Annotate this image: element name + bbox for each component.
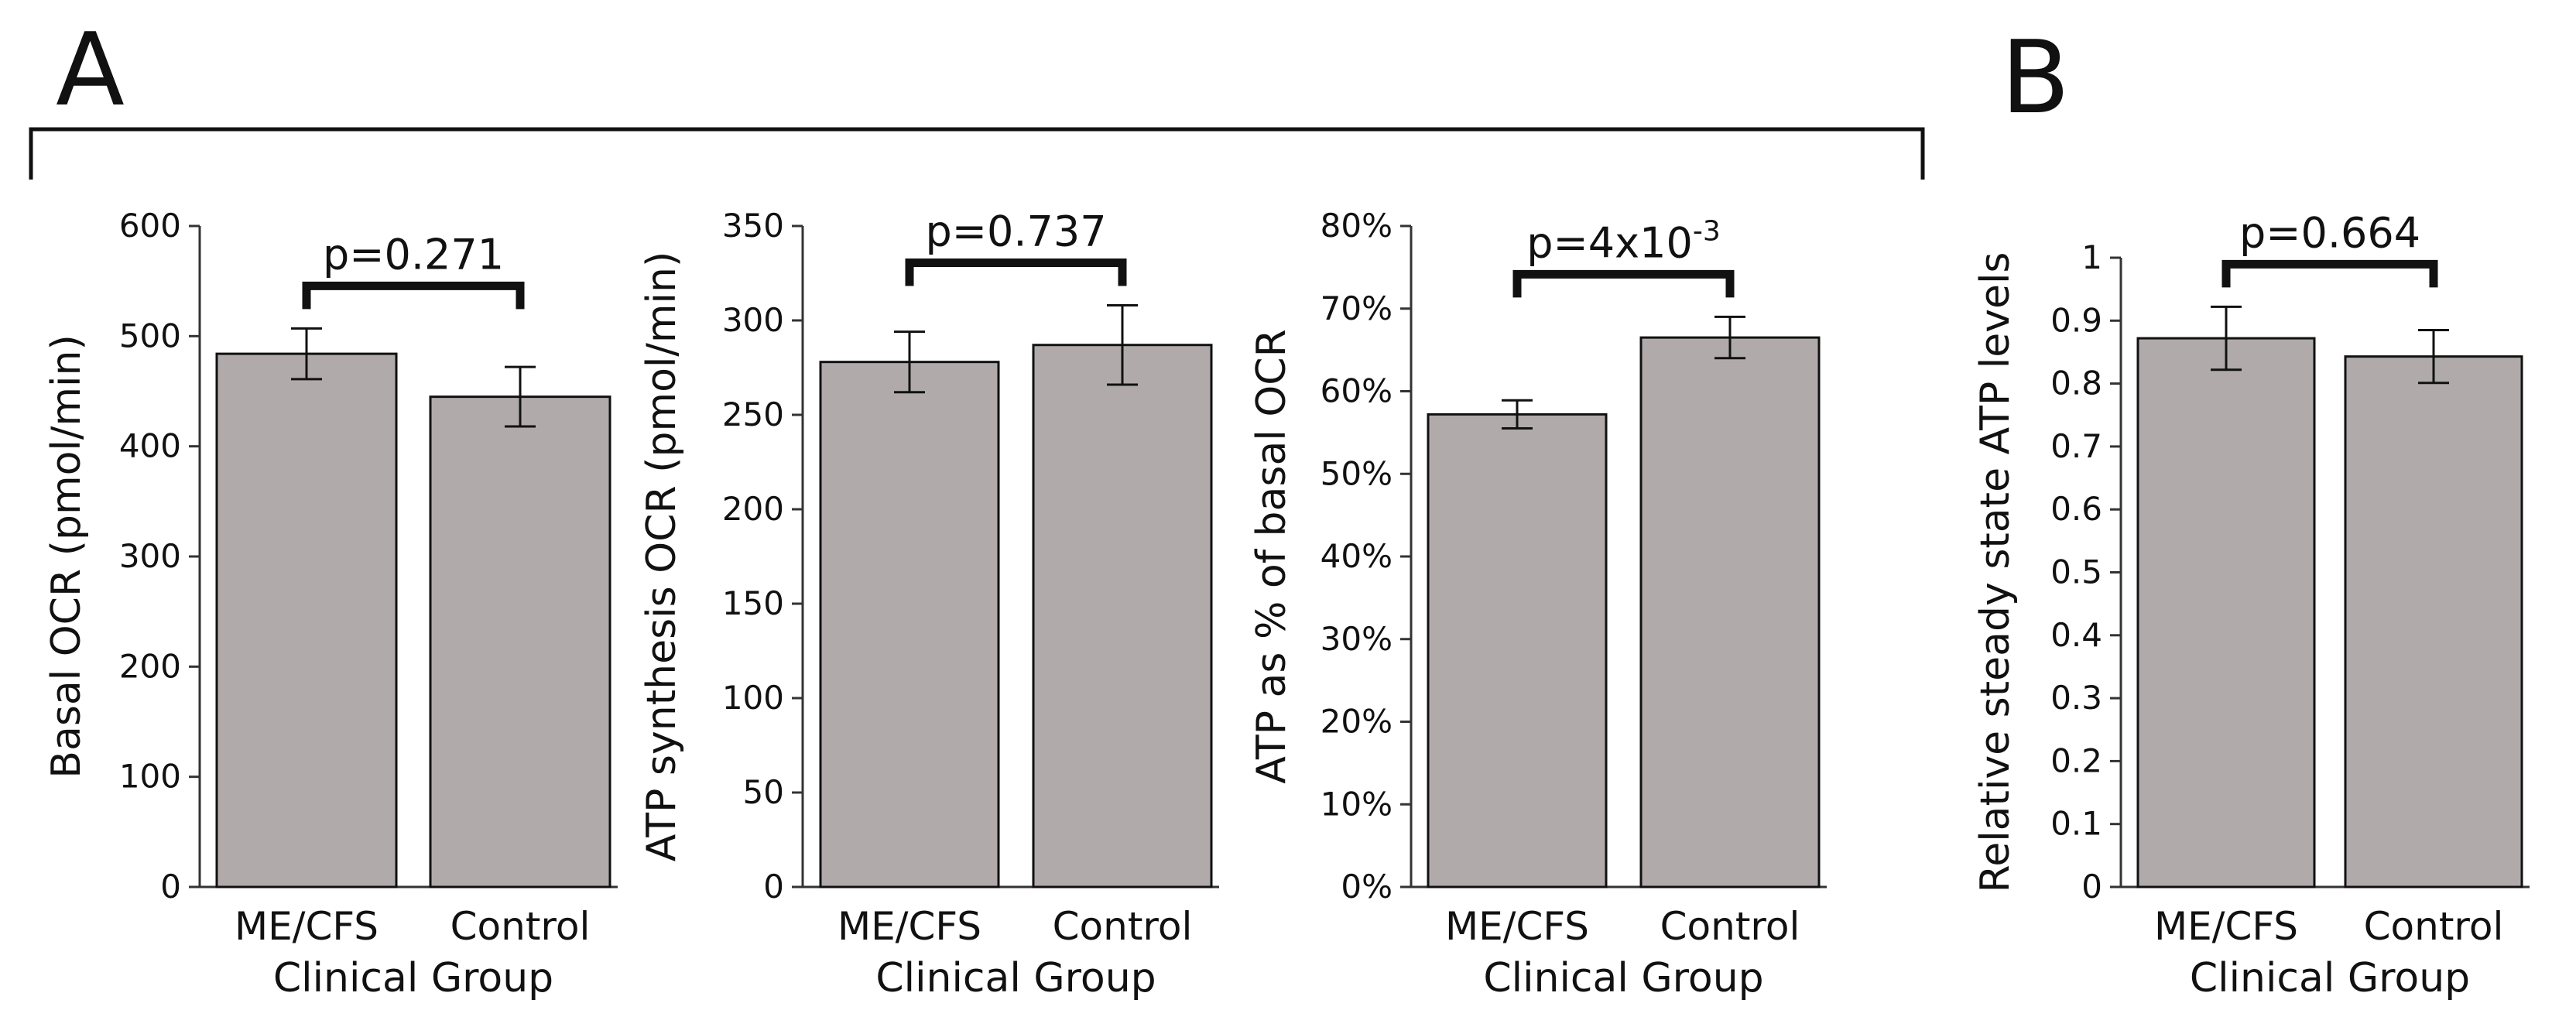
y-tick-label: 300 [722,301,784,339]
x-category-label: ME/CFS [235,904,379,949]
y-tick-label: 0.9 [2050,301,2102,339]
y-tick-label: 1 [2081,238,2102,276]
y-tick-label: 70% [1321,289,1392,327]
x-category-label: Control [1053,904,1193,949]
significance-bracket [1512,269,1735,298]
x-axis-label: Clinical Group [2190,955,2470,1001]
p-value-label: p=0.271 [323,230,504,279]
x-axis-label: Clinical Group [273,955,553,1001]
y-tick-label: 100 [119,758,181,796]
x-axis-label: Clinical Group [1483,955,1763,1001]
y-tick-label: 0.6 [2050,490,2102,528]
x-category-label: Control [2364,904,2504,949]
error-bar [291,327,322,381]
x-category-label: Control [1660,904,1800,949]
error-bar [1502,399,1533,430]
y-tick-label: 0.3 [2050,679,2102,717]
y-tick-label: 80% [1321,207,1392,245]
y-tick-label: 0.1 [2050,805,2102,843]
y-tick-label: 30% [1321,620,1392,658]
panel-letter-b: B [2001,19,2070,136]
panel-letter-a: A [56,11,125,128]
x-category-label: ME/CFS [1445,904,1589,949]
significance-bracket [302,281,525,310]
chart-2: 0 50 100 150 200 250 300 350 ME/CFS Control Clinic… [639,207,1219,1001]
y-tick-label: 0.5 [2050,553,2102,591]
y-tick-label: 150 [722,584,784,622]
y-tick-label: 20% [1321,703,1392,741]
y-tick-label: 0.2 [2050,741,2102,779]
significance-bracket [2221,259,2438,288]
bar-control [429,395,611,888]
x-category-label: Control [450,904,591,949]
error-bar [2211,305,2242,371]
bar-mecfs [215,352,398,888]
y-tick-label: 0% [1341,868,1392,906]
y-tick-label: 40% [1321,537,1392,575]
x-category-label: ME/CFS [2154,904,2298,949]
y-axis-label: ATP synthesis OCR (pmol/min) [639,252,685,861]
y-tick-label: 0 [2081,868,2102,906]
y-tick-label: 50 [743,773,784,811]
error-bar [1714,315,1745,360]
bar-mecfs [819,361,1000,888]
bar-mecfs [1427,413,1608,888]
y-tick-label: 10% [1321,785,1392,823]
bar-mecfs [2136,337,2316,888]
bar-control [1639,336,1821,888]
chart-3: 0% 10% 20% 30% 40% 50% 60% 70% 80% ME/CFS Control C… [1249,207,1827,1001]
y-tick-label: 400 [119,427,181,465]
bar-control [1032,344,1213,888]
y-tick-label: 600 [119,207,181,245]
y-tick-label: 0.7 [2050,427,2102,465]
y-tick-label: 300 [119,537,181,575]
y-tick-label: 0.4 [2050,616,2102,654]
y-tick-label: 50% [1321,454,1392,492]
y-tick-label: 60% [1321,372,1392,410]
panel-a-bracket [29,127,1925,180]
bar-control [2344,355,2523,888]
x-category-label: ME/CFS [838,904,981,949]
x-axis-label: Clinical Group [875,955,1156,1001]
error-bar [894,330,925,394]
error-bar [505,365,536,428]
y-tick-label: 200 [722,490,784,528]
significance-bracket [905,258,1127,286]
y-tick-label: 500 [119,317,181,354]
y-axis-label: ATP as % of basal OCR [1249,329,1295,783]
p-value-label: p=0.737 [925,207,1106,255]
chart-1: 0 100 200 300 400 500 600 ME/CFS Control Clinical… [43,207,618,1001]
chart-4: 0 0.1 0.2 0.3 0.4 0.5 0.6 0.7 0.8 0.9 1 ME/CFS Contr… [1972,208,2530,1001]
y-tick-label: 350 [722,207,784,245]
y-tick-label: 200 [119,647,181,685]
y-tick-label: 100 [722,679,784,717]
p-value-label: p=0.664 [2239,208,2420,257]
p-value-label: p=4x10-3 [1526,215,1720,267]
error-bar [2418,328,2449,385]
y-axis-label: Basal OCR (pmol/min) [43,334,90,778]
y-tick-label: 250 [722,395,784,433]
y-tick-label: 0 [160,868,181,906]
y-tick-label: 0 [763,868,784,906]
y-tick-label: 0.8 [2050,365,2102,402]
y-axis-label: Relative steady state ATP levels [1972,252,2019,892]
error-bar [1107,303,1138,386]
